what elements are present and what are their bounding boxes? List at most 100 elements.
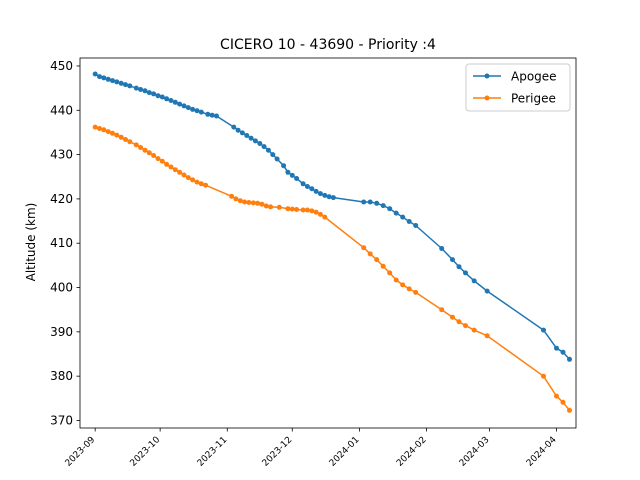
- perigee-data-point: [123, 137, 128, 142]
- perigee-data-point: [456, 319, 462, 325]
- x-tick-label: 2024-02: [395, 435, 429, 469]
- apogee-data-point: [142, 88, 148, 94]
- apogee-data-point: [214, 113, 219, 119]
- apogee-data-point: [118, 80, 124, 86]
- perigee-data-point: [146, 150, 152, 156]
- y-tick-label: 400: [50, 281, 73, 295]
- legend-apogee-marker: [484, 73, 490, 79]
- perigee-data-point: [198, 181, 204, 187]
- perigee-data-point: [242, 199, 248, 205]
- apogee-data-point: [270, 152, 276, 158]
- apogee-data-point: [185, 105, 191, 111]
- perigee-data-point: [300, 207, 306, 213]
- perigee-data-point: [133, 142, 139, 148]
- perigee-data-point: [229, 193, 235, 199]
- apogee-data-point: [209, 112, 215, 118]
- y-axis-label: Altitude (km): [24, 203, 38, 282]
- perigee-data-point: [541, 373, 546, 379]
- apogee-data-point: [313, 188, 319, 194]
- apogee-data-point: [400, 214, 406, 220]
- x-tick-label: 2023-11: [196, 435, 230, 469]
- perigee-data-point: [194, 179, 200, 185]
- perigee-data-point: [309, 208, 315, 214]
- y-tick-label: 450: [50, 59, 73, 73]
- chart-title: CICERO 10 - 43690 - Priority :4: [220, 37, 436, 53]
- apogee-data-point: [159, 94, 165, 100]
- apogee-data-point: [304, 184, 310, 189]
- apogee-data-point: [110, 78, 115, 84]
- perigee-data-point: [276, 204, 282, 210]
- perigee-data-point: [484, 333, 490, 339]
- apogee-data-point: [294, 176, 300, 181]
- apogee-data-point: [406, 219, 412, 224]
- apogee-data-point: [456, 264, 462, 270]
- apogee-data-point: [274, 156, 280, 162]
- perigee-data-point: [367, 251, 373, 257]
- perigee-data-point: [233, 196, 239, 202]
- perigee-data-point: [439, 307, 445, 313]
- x-tick-label: 2024-01: [328, 435, 362, 469]
- apogee-data-point: [261, 144, 267, 150]
- apogee-data-point: [194, 108, 200, 114]
- apogee-data-point: [322, 192, 328, 198]
- perigee-data-point: [450, 314, 455, 320]
- apogee-data-point: [151, 91, 157, 97]
- legend-apogee-label: Apogee: [511, 70, 557, 84]
- legend-perigee-label: Perigee: [511, 92, 556, 106]
- apogee-data-point: [114, 79, 120, 85]
- perigee-data-point: [190, 177, 196, 183]
- apogee-data-point: [168, 98, 174, 103]
- perigee-data-point: [105, 129, 111, 135]
- perigee-series-line: [94, 126, 571, 411]
- apogee-data-point: [541, 327, 546, 333]
- apogee-data-point: [181, 103, 187, 109]
- apogee-data-point: [361, 199, 367, 205]
- perigee-data-point: [393, 277, 399, 283]
- perigee-data-point: [317, 211, 323, 217]
- y-tick-label: 390: [50, 325, 73, 339]
- apogee-data-point: [285, 169, 291, 175]
- perigee-data-point: [413, 289, 419, 295]
- perigee-data-point: [114, 132, 120, 138]
- perigee-data-point: [259, 201, 265, 207]
- apogee-data-point: [300, 181, 306, 187]
- apogee-data-point: [164, 96, 170, 102]
- apogee-data-point: [387, 206, 393, 212]
- apogee-data-point: [326, 194, 332, 200]
- apogee-data-point: [133, 85, 139, 91]
- apogee-data-point: [439, 246, 445, 251]
- perigee-data-point: [400, 282, 406, 288]
- perigee-data-point: [387, 270, 393, 276]
- perigee-data-point: [268, 204, 274, 210]
- apogee-data-point: [393, 210, 399, 216]
- apogee-data-point: [231, 124, 237, 130]
- perigee-data-point: [289, 206, 295, 212]
- perigee-data-point: [567, 407, 572, 413]
- perigee-data-point: [151, 153, 157, 158]
- apogee-data-point: [138, 87, 144, 92]
- perigee-data-point: [304, 207, 310, 213]
- apogee-data-point: [463, 270, 468, 276]
- axes: 370 380 390 400 410 420 430 440 450 2023-09 2023-1…: [50, 57, 577, 469]
- perigee-data-point: [285, 206, 291, 212]
- apogee-data-point: [198, 109, 204, 115]
- perigee-data-point: [181, 172, 187, 178]
- apogee-data-point: [471, 278, 477, 284]
- apogee-data-point: [374, 200, 380, 206]
- perigee-data-point: [471, 327, 477, 333]
- y-tick-label: 410: [50, 236, 73, 250]
- apogee-data-point: [123, 82, 128, 88]
- perigee-data-point: [92, 124, 98, 130]
- apogee-data-point: [330, 195, 336, 201]
- apogee-data-point: [567, 356, 572, 362]
- apogee-data-point: [484, 288, 490, 294]
- perigee-data-point: [177, 169, 183, 175]
- y-tick-label: 440: [50, 103, 73, 117]
- perigee-data-point: [294, 207, 300, 212]
- perigee-data-point: [406, 286, 412, 292]
- perigee-data-point: [118, 134, 124, 140]
- plot-area: [92, 71, 572, 413]
- perigee-data-point: [97, 126, 102, 131]
- y-tick-label: 420: [50, 192, 73, 206]
